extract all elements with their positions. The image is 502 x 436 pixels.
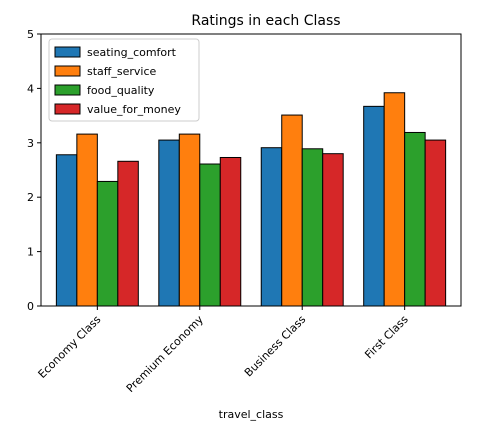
y-tick-label: 3 — [27, 137, 34, 150]
x-tick-label: Economy Class — [36, 313, 104, 381]
bar-value_for_money-1 — [219, 156, 242, 307]
y-tick-label: 1 — [27, 246, 34, 259]
legend-frame — [48, 38, 200, 122]
x-tick-label: Premium Economy — [124, 313, 206, 395]
bar-food_quality-2 — [301, 148, 324, 307]
legend-swatch-food_quality — [54, 84, 81, 96]
x-tick-label: Business Class — [242, 313, 309, 380]
bar-food_quality-1 — [199, 163, 221, 307]
bar-value_for_money-3 — [424, 139, 447, 307]
legend-label-staff_service: staff_service — [87, 65, 156, 78]
bar-value_for_money-2 — [322, 153, 344, 307]
legend-label-food_quality: food_quality — [87, 84, 155, 97]
x-tick-label: First Class — [362, 313, 411, 362]
bar-seating_comfort-0 — [55, 154, 78, 307]
y-axis: 0 1 2 3 4 5 — [27, 28, 41, 313]
bar-staff_service-0 — [76, 133, 98, 307]
y-tick-label: 0 — [27, 300, 34, 313]
plot-frame — [40, 33, 462, 307]
bar-food_quality-3 — [404, 131, 426, 307]
x-axis: Economy Class Premium Economy Business Cla… — [36, 306, 411, 395]
bar-seating_comfort-1 — [158, 139, 180, 307]
chart-title: Ratings in each Class — [191, 13, 340, 29]
bar-food_quality-0 — [96, 180, 119, 307]
bars-layer — [55, 92, 447, 307]
legend-swatch-value_for_money — [54, 103, 81, 115]
bar-seating_comfort-3 — [363, 105, 385, 307]
legend-label-value_for_money: value_for_money — [87, 103, 181, 116]
legend-swatch-seating_comfort — [54, 46, 81, 58]
y-tick-label: 5 — [27, 28, 34, 41]
legend: seating_comfort staff_service food_quality… — [48, 38, 200, 122]
bar-staff_service-3 — [383, 92, 406, 307]
bar-staff_service-1 — [178, 133, 201, 307]
x-axis-label: travel_class — [219, 408, 284, 421]
bar-value_for_money-0 — [117, 160, 139, 307]
legend-swatch-staff_service — [54, 65, 81, 77]
bar-staff_service-2 — [281, 114, 303, 307]
y-tick-label: 4 — [27, 82, 34, 95]
legend-label-seating_comfort: seating_comfort — [87, 46, 177, 59]
y-tick-label: 2 — [27, 191, 34, 204]
bar-seating_comfort-2 — [260, 147, 283, 307]
